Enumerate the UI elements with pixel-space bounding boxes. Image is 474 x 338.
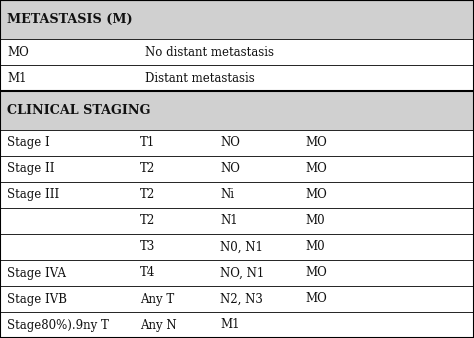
- Text: Stage I: Stage I: [7, 137, 50, 149]
- Text: NO: NO: [220, 137, 240, 149]
- Text: T2: T2: [140, 163, 155, 175]
- Text: T4: T4: [140, 266, 155, 280]
- Text: T1: T1: [140, 137, 155, 149]
- Text: M0: M0: [306, 215, 325, 227]
- Text: T2: T2: [140, 215, 155, 227]
- Text: T3: T3: [140, 241, 155, 254]
- Bar: [0, 182, 474, 208]
- Text: Ni: Ni: [220, 189, 235, 201]
- Bar: [0, 234, 474, 260]
- Text: MO: MO: [306, 189, 328, 201]
- Bar: [0, 0, 474, 39]
- Text: Stage IVA: Stage IVA: [7, 266, 66, 280]
- Text: Any N: Any N: [140, 318, 176, 332]
- Text: MO: MO: [306, 163, 328, 175]
- Bar: [0, 91, 474, 130]
- Bar: [0, 208, 474, 234]
- Text: N1: N1: [220, 215, 238, 227]
- Text: MO: MO: [306, 292, 328, 306]
- Text: NO: NO: [220, 163, 240, 175]
- Text: CLINICAL STAGING: CLINICAL STAGING: [7, 104, 151, 117]
- Text: MO: MO: [7, 46, 29, 58]
- Text: M0: M0: [306, 241, 325, 254]
- Text: M1: M1: [7, 72, 27, 84]
- Text: N0, N1: N0, N1: [220, 241, 263, 254]
- Text: Any T: Any T: [140, 292, 174, 306]
- Bar: [0, 65, 474, 91]
- Text: No distant metastasis: No distant metastasis: [145, 46, 273, 58]
- Bar: [0, 39, 474, 65]
- Bar: [0, 312, 474, 338]
- Text: METASTASIS (M): METASTASIS (M): [7, 13, 133, 26]
- Bar: [0, 286, 474, 312]
- Text: Stage III: Stage III: [7, 189, 59, 201]
- Text: MO: MO: [306, 266, 328, 280]
- Bar: [0, 156, 474, 182]
- Bar: [0, 260, 474, 286]
- Text: Stage II: Stage II: [7, 163, 55, 175]
- Text: M1: M1: [220, 318, 240, 332]
- Text: MO: MO: [306, 137, 328, 149]
- Text: Stage80%).9ny T: Stage80%).9ny T: [7, 318, 109, 332]
- Text: T2: T2: [140, 189, 155, 201]
- Text: NO, N1: NO, N1: [220, 266, 264, 280]
- Text: Stage IVB: Stage IVB: [7, 292, 67, 306]
- Text: N2, N3: N2, N3: [220, 292, 263, 306]
- Bar: [0, 130, 474, 156]
- Text: Distant metastasis: Distant metastasis: [145, 72, 255, 84]
